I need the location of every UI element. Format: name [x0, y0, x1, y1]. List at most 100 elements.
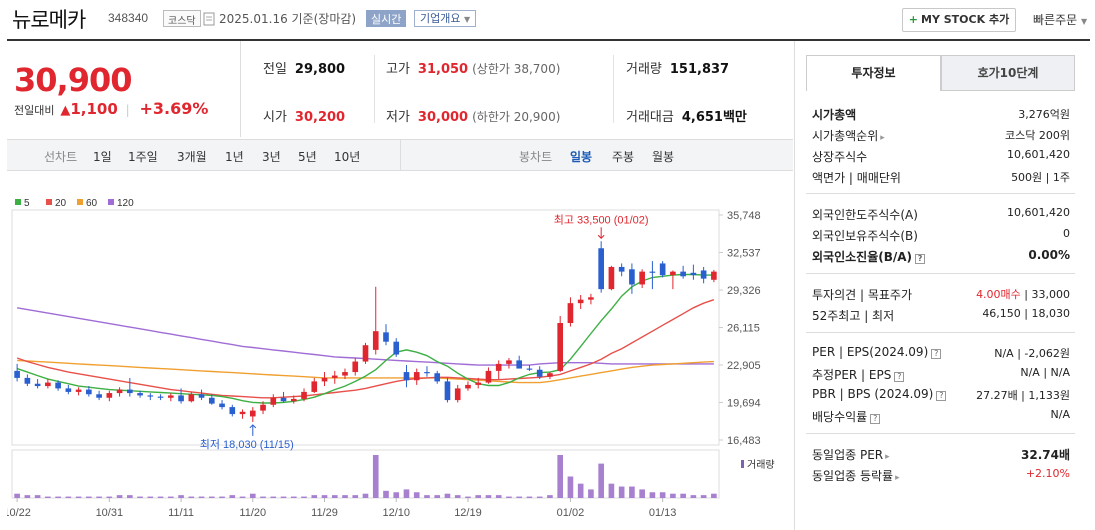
candle-monthly[interactable]: 월봉 — [652, 150, 675, 164]
add-mystock-button[interactable]: + MY STOCK 추가 — [902, 8, 1016, 32]
volume-bar — [260, 496, 266, 498]
volume-bar — [75, 496, 82, 498]
chart-toolbar: 선차트 1일 1주일 3개월 1년 3년 5년 10년 봉차트 일봉 주봉 월봉 — [7, 139, 793, 171]
x-tick-label: 10/22 — [7, 507, 31, 519]
volume-bar — [690, 495, 697, 498]
x-tick-label: 11/29 — [311, 507, 338, 519]
prev-close: 전일 29,800 — [263, 58, 345, 77]
candle-body — [618, 266, 625, 272]
candle-body — [547, 373, 553, 377]
tab-invest-info[interactable]: 투자정보 — [806, 55, 941, 91]
candle-body — [393, 341, 400, 355]
range-5y[interactable]: 5년 — [298, 150, 317, 164]
volume-bar — [659, 492, 666, 498]
invest-info-body: 시가총액 3,276억원 시가총액순위 ▸ 코스닥 200위 상장주식수 10,601,… — [806, 91, 1075, 491]
volume-bar — [219, 496, 225, 498]
price-summary: 30,900 전일대비 ▲1,100 | +3.69% — [7, 41, 241, 137]
amount-unit: 백만 — [722, 110, 747, 125]
sector-per-row: 동일업종 PER ▸ 32.74배 — [812, 444, 1070, 464]
volume-bar — [280, 496, 287, 498]
sector-per-label[interactable]: 동일업종 PER ▸ — [812, 446, 890, 463]
candle-body — [55, 382, 61, 389]
trade-amount: 거래대금 4,651백만 — [626, 106, 747, 125]
candle-body — [116, 389, 123, 394]
range-3y[interactable]: 3년 — [262, 150, 281, 164]
candle-body — [290, 398, 297, 402]
chevron-down-icon: ▼ — [463, 15, 471, 24]
sector-rate-label[interactable]: 동일업종 등락률 ▸ — [812, 467, 900, 484]
price-chart[interactable]: 5 20 60 120 35,748 32,537 29,326 26,115 22,905 19… — [7, 190, 793, 530]
x-tick-label: 12/19 — [454, 507, 482, 519]
candle-body — [157, 396, 164, 398]
candle-body — [311, 381, 318, 392]
open-value: 30,200 — [294, 110, 346, 125]
header-divider — [7, 39, 1090, 41]
range-1d[interactable]: 1일 — [93, 150, 112, 164]
help-icon[interactable]: ? — [870, 414, 881, 424]
candle-body — [321, 377, 328, 382]
candle-body — [659, 263, 666, 276]
help-icon[interactable]: ? — [936, 391, 947, 401]
candle-body — [670, 271, 676, 276]
candle-body — [434, 373, 441, 382]
tab-orderbook[interactable]: 호가10단계 — [941, 55, 1075, 91]
low-arrow-icon — [249, 424, 257, 436]
candle-body — [690, 272, 697, 276]
legend-swatch — [77, 199, 83, 205]
range-1w[interactable]: 1주일 — [128, 150, 158, 164]
rank-row: 시가총액순위 ▸ 코스닥 200위 — [812, 125, 1070, 145]
candle-body — [34, 383, 41, 387]
up-triangle-icon: ▲ — [60, 103, 71, 118]
volume-bar — [34, 495, 41, 498]
volume-label: 거래량 — [626, 62, 662, 77]
candle-body — [680, 271, 686, 277]
divider — [806, 433, 1075, 434]
document-icon[interactable] — [203, 11, 215, 30]
range-1y[interactable]: 1년 — [225, 150, 244, 164]
open-label: 시가 — [263, 110, 287, 125]
est-per-value: N/A | N/A — [1020, 366, 1070, 379]
chevron-down-icon: ▼ — [1081, 17, 1088, 26]
candle-body — [639, 271, 645, 285]
chart-svg: 5 20 60 120 35,748 32,537 29,326 26,115 22,905 19… — [7, 198, 775, 519]
volume-bar — [321, 495, 328, 498]
separator: | — [125, 103, 130, 117]
realtime-badge[interactable]: 실시간 — [366, 10, 407, 27]
volume-bar — [700, 495, 707, 498]
help-icon[interactable]: ? — [915, 254, 926, 264]
help-icon[interactable]: ? — [931, 349, 942, 359]
mktcap-value: 3,276억원 — [1018, 108, 1070, 121]
candle-daily[interactable]: 일봉 — [570, 150, 593, 164]
x-tick-label: 11/11 — [168, 507, 194, 519]
quote-date: 2025.01.16 기준(장마감) — [219, 12, 357, 26]
company-info-dropdown[interactable]: 기업개요 ▼ — [414, 10, 477, 27]
volume-bar — [557, 455, 563, 498]
low-label: 저가 — [386, 110, 410, 125]
volume-bar — [96, 496, 102, 498]
candle-body — [557, 323, 563, 371]
legend-label: 20 — [55, 198, 67, 209]
candle-body — [413, 372, 420, 381]
candle-body — [188, 394, 195, 402]
ma5-line — [16, 273, 714, 404]
y-tick-label: 19,694 — [727, 397, 761, 409]
pbr-label-text: PBR | BPS (2024.09) — [812, 387, 934, 401]
help-icon[interactable]: ? — [894, 372, 905, 382]
rank-label[interactable]: 시가총액순위 ▸ — [812, 127, 885, 144]
price-stats: 전일 29,800 시가 30,200 고가 31,050 (상한가 38,700) 저… — [241, 41, 793, 137]
volume-bar — [547, 495, 553, 498]
volume-bar — [434, 495, 441, 498]
range-10y[interactable]: 10년 — [334, 150, 361, 164]
volume-value: 151,837 — [669, 62, 730, 77]
candle-weekly[interactable]: 주봉 — [612, 150, 635, 164]
range-3m[interactable]: 3개월 — [177, 150, 207, 164]
candle-body — [475, 382, 482, 385]
y-tick-label: 32,537 — [727, 248, 761, 260]
candle-body — [239, 411, 246, 415]
x-tick-label: 01/13 — [649, 507, 677, 519]
dividend-value: N/A — [1050, 408, 1070, 421]
candle-body — [270, 397, 277, 405]
plus-icon: + — [908, 13, 919, 26]
candle-body — [137, 393, 143, 396]
quick-order-dropdown[interactable]: 빠른주문 ▼ — [1033, 11, 1087, 28]
